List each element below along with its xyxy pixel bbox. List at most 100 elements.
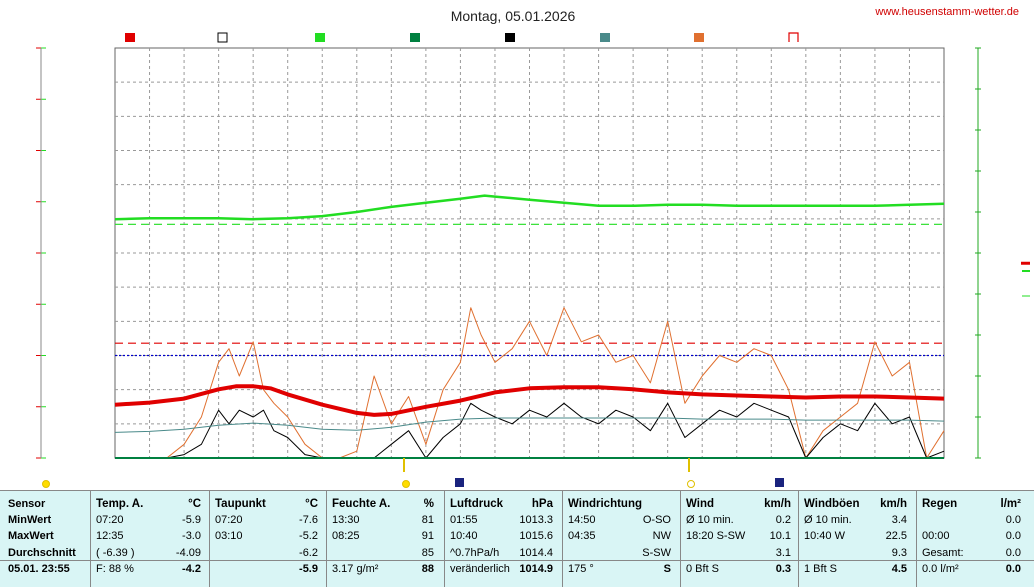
- cell-label: 07:20: [96, 514, 124, 526]
- series-line: [115, 307, 945, 459]
- cell-label: 1 Bft S: [804, 563, 838, 575]
- cell-value: S: [663, 563, 671, 575]
- cell-value: 1013.3: [519, 514, 553, 526]
- cell-value: 0.0: [1005, 514, 1021, 526]
- cell-value: -3.0: [182, 530, 201, 542]
- cell-value: 0.2: [775, 514, 791, 526]
- row-label: Durchschnitt: [8, 547, 76, 559]
- series-line: [114, 384, 945, 417]
- table-divider: [916, 490, 917, 587]
- table-divider: [209, 490, 210, 587]
- cell-value: 10.1: [769, 530, 791, 542]
- legend-swatch: [788, 32, 799, 42]
- sun-marker: [687, 480, 695, 488]
- legend-swatch: [505, 33, 515, 42]
- cell-value: 0.3: [775, 563, 791, 575]
- chart-title: Montag, 05.01.2026: [451, 8, 576, 24]
- cell-value: 22.5: [885, 530, 907, 542]
- cell-label: 08:25: [332, 530, 360, 542]
- cell-label: 04:35: [568, 530, 596, 542]
- cell-value: O-SO: [642, 514, 671, 526]
- cell-value: 0.0: [1005, 530, 1021, 542]
- cell-label: F: 88 %: [96, 563, 134, 575]
- cell-value: 3.1: [775, 547, 791, 559]
- statistics-table: Sensor MinWert MaxWert Durchschnitt 05.01. 2…: [0, 490, 1034, 587]
- cell-value: 81: [421, 514, 434, 526]
- column-header: Taupunkt: [215, 498, 266, 510]
- legend-swatch: [315, 33, 325, 42]
- sun-marker: [402, 480, 410, 488]
- cell-value: 88: [421, 563, 434, 575]
- column-unit: °C: [305, 498, 318, 510]
- column-header: Feuchte A.: [332, 498, 391, 510]
- cell-label: Gesamt:: [922, 547, 964, 559]
- row-label: MaxWert: [8, 530, 54, 542]
- legend-swatch: [125, 33, 135, 42]
- table-divider: [680, 490, 681, 587]
- column-header: Windböen: [804, 498, 860, 510]
- moon-marker: [455, 478, 464, 487]
- cell-value: 3.4: [891, 514, 907, 526]
- cell-label: 18:20 S-SW: [686, 530, 746, 542]
- cell-label: Ø 10 min.: [686, 514, 734, 526]
- cell-value: 85: [421, 547, 434, 559]
- cell-label: 0 Bft S: [686, 563, 720, 575]
- row-label: 05.01. 23:55: [8, 563, 70, 575]
- legend-swatch: [410, 33, 420, 42]
- cell-label: 14:50: [568, 514, 596, 526]
- column-unit: l/m²: [1000, 498, 1021, 510]
- column-header: Regen: [922, 498, 958, 510]
- cell-value: -4.2: [182, 563, 201, 575]
- cell-value: 4.5: [891, 563, 907, 575]
- cell-label: 3.17 g/m²: [332, 563, 379, 575]
- table-divider: [562, 490, 563, 587]
- column-unit: °C: [188, 498, 201, 510]
- cell-value: 91: [421, 530, 434, 542]
- cell-label: 10:40: [450, 530, 478, 542]
- column-unit: %: [423, 498, 434, 510]
- cell-label: veränderlich: [450, 563, 510, 575]
- cell-label: 07:20: [215, 514, 243, 526]
- table-row-divider: [0, 560, 1034, 561]
- column-header: Luftdruck: [450, 498, 504, 510]
- series-line: [114, 194, 945, 221]
- legend-swatch: [694, 33, 704, 42]
- table-divider: [798, 490, 799, 587]
- cell-label: 0.0 l/m²: [922, 563, 959, 575]
- cell-label: 13:30: [332, 514, 360, 526]
- moon-marker: [775, 478, 784, 487]
- column-header: Windrichtung: [568, 498, 642, 510]
- cell-value: 1015.6: [519, 530, 553, 542]
- series-line: [115, 402, 945, 459]
- cell-value: 1014.9: [519, 563, 553, 575]
- cell-label: 10:40 W: [804, 530, 845, 542]
- cell-value: -6.2: [299, 547, 318, 559]
- legend: [125, 32, 799, 43]
- cell-value: -7.6: [299, 514, 318, 526]
- row-label: Sensor: [8, 498, 46, 510]
- site-link[interactable]: www.heusenstamm-wetter.de: [874, 6, 1019, 18]
- series-line: [114, 417, 945, 433]
- cell-value: 0.0: [1005, 547, 1021, 559]
- column-header: Wind: [686, 498, 714, 510]
- row-label: MinWert: [8, 514, 52, 526]
- cell-value: S-SW: [642, 547, 671, 559]
- table-divider: [444, 490, 445, 587]
- cell-value: -5.9: [182, 514, 201, 526]
- column-header: Temp. A.: [96, 498, 144, 510]
- column-unit: km/h: [880, 498, 907, 510]
- cell-label: 00:00: [922, 530, 950, 542]
- table-divider: [90, 490, 91, 587]
- cell-value: -5.9: [299, 563, 318, 575]
- cell-label: 03:10: [215, 530, 243, 542]
- cell-value: NW: [652, 530, 671, 542]
- column-unit: hPa: [531, 498, 553, 510]
- weather-chart: Montag, 05.01.2026 www.heusenstamm-wette…: [36, 6, 1030, 488]
- legend-swatch: [600, 33, 610, 42]
- sun-moon-markers: [42, 458, 784, 488]
- cell-value: 1014.4: [519, 547, 553, 559]
- table-divider: [326, 490, 327, 587]
- legend-swatch: [217, 32, 228, 43]
- cell-label: Ø 10 min.: [804, 514, 852, 526]
- cell-label: 01:55: [450, 514, 478, 526]
